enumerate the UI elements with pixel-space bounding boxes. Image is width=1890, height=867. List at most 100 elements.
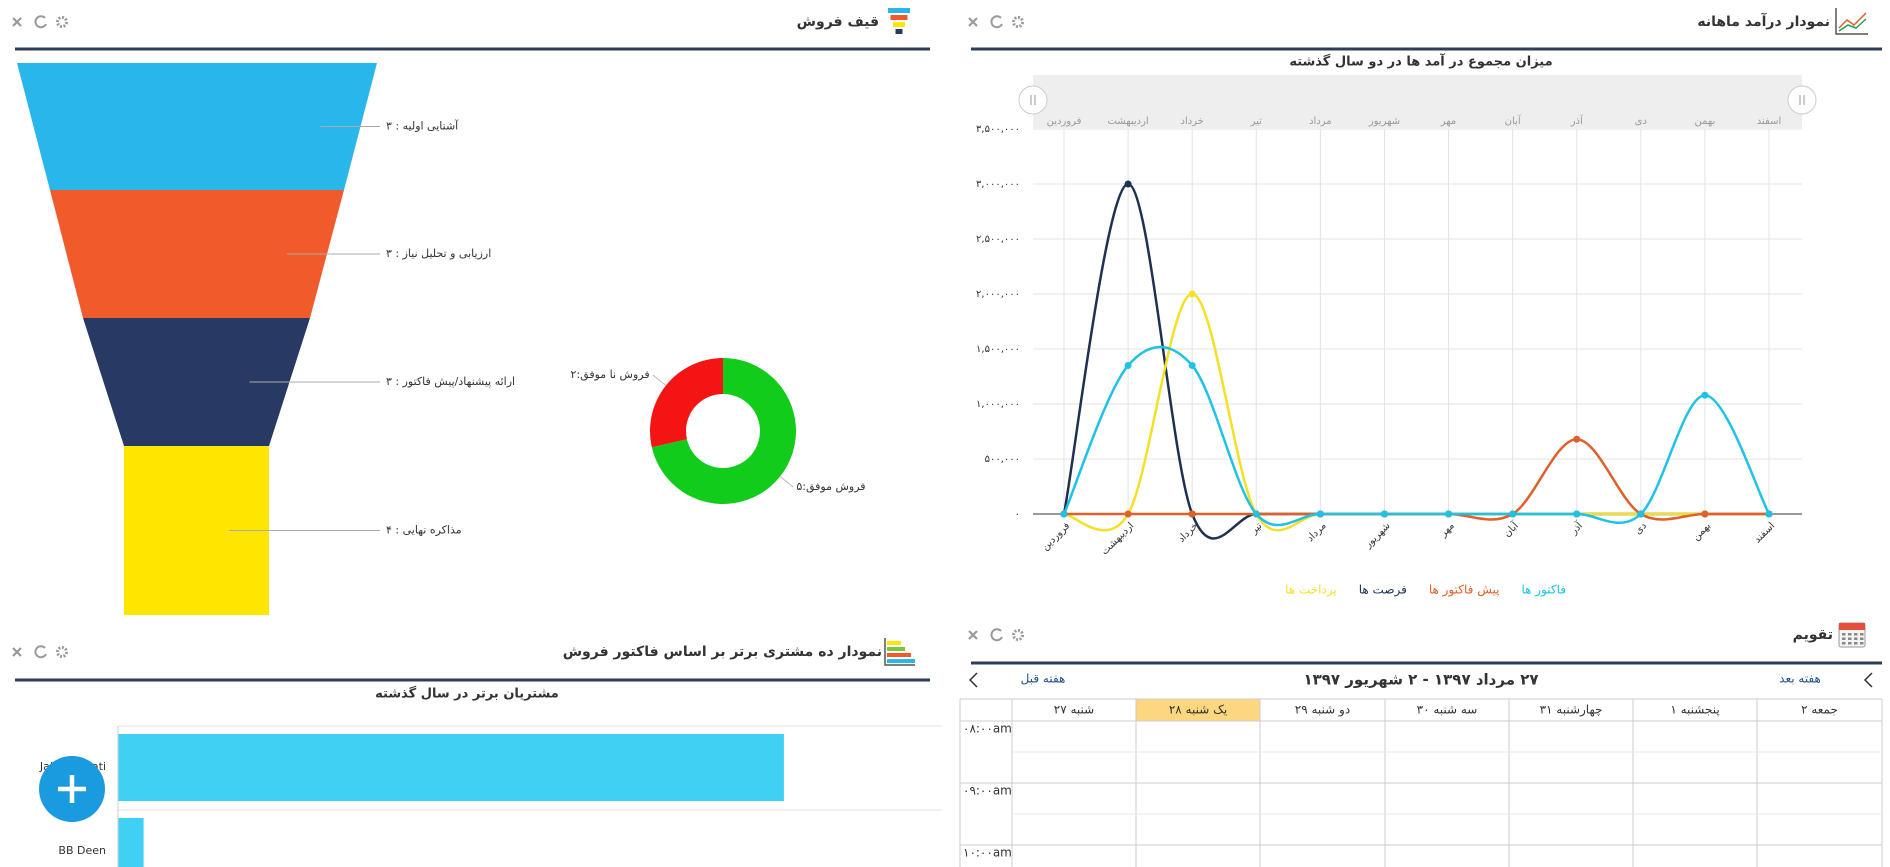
funnel-segment [17, 63, 377, 190]
series-line [1063, 437, 1769, 521]
settings-icon[interactable] [1012, 629, 1024, 641]
refresh-icon[interactable] [34, 645, 47, 659]
day-header: یک شنبه ۲۸ [1169, 703, 1227, 717]
refresh-icon[interactable] [990, 15, 1003, 29]
panel-title: نمودار ده مشتری برتر بر اساس فاکتور فروش [563, 644, 882, 660]
funnel-label: آشنایی اولیه : ۳ [386, 119, 459, 133]
y-tick-label: ۳,۰۰۰,۰۰۰ [976, 179, 1020, 190]
next-arrow[interactable] [1863, 672, 1873, 688]
add-button-icon [58, 775, 86, 803]
donut-leader [779, 476, 794, 488]
calendar-icon [1842, 637, 1846, 640]
donut-label: فروش نا موفق:۲ [571, 368, 650, 382]
day-header: جمعه ۲ [1801, 703, 1838, 717]
chart-title: میزان مجموع در آمد ها در دو سال گذشته [1289, 53, 1552, 70]
data-point[interactable] [1124, 510, 1132, 518]
series-line [1062, 345, 1771, 527]
series-line [1062, 182, 1769, 540]
funnel-icon [890, 15, 908, 20]
day-header: سه شنبه ۳۰ [1417, 703, 1478, 717]
refresh-icon[interactable] [34, 15, 47, 29]
data-point[interactable] [1509, 510, 1517, 518]
data-point[interactable] [1188, 290, 1196, 298]
data-point[interactable] [1188, 362, 1196, 369]
donut-label: فروش موفق:۵ [796, 480, 865, 494]
data-point[interactable] [1188, 510, 1196, 518]
data-point[interactable] [1573, 510, 1581, 518]
navigator-label: دی [1635, 116, 1647, 127]
next-week[interactable]: هفته بعد [1779, 672, 1821, 686]
navigator-label: مرداد [1309, 116, 1332, 127]
legend-item[interactable]: فرصت ها [1359, 583, 1407, 598]
panel-title: قیف فروش [797, 14, 879, 30]
navigator[interactable] [1033, 75, 1802, 128]
y-tick-label: ۳,۵۰۰,۰۰۰ [976, 124, 1020, 135]
funnel-icon [895, 29, 903, 34]
close-icon[interactable] [12, 647, 22, 657]
funnel-label: ارائه پیشنهاد/پیش فاکتور : ۳ [386, 375, 515, 388]
calendar-icon [1854, 637, 1858, 640]
data-point[interactable] [1124, 180, 1132, 188]
legend-item[interactable]: فاکتور ها [1521, 583, 1566, 598]
navigator-handle-grip [1030, 95, 1036, 105]
bar[interactable] [118, 818, 144, 867]
data-point[interactable] [1701, 391, 1709, 399]
data-point[interactable] [1252, 510, 1260, 518]
day-header: پنجشنبه ۱ [1670, 703, 1719, 717]
time-label: ۰۸:۰۰am [963, 722, 1012, 736]
y-tick-label: ۱,۰۰۰,۰۰۰ [976, 399, 1020, 410]
y-tick-label: ۵۰۰,۰۰۰ [985, 454, 1020, 465]
x-tick-label: مهر [1437, 520, 1456, 539]
data-point[interactable] [1060, 510, 1068, 518]
bar-chart-icon [887, 647, 905, 651]
close-icon[interactable] [968, 17, 978, 27]
x-tick-label: مرداد [1305, 520, 1329, 544]
settings-icon[interactable] [56, 646, 68, 658]
calendar-icon [1842, 633, 1846, 636]
settings-icon[interactable] [56, 16, 68, 28]
settings-icon[interactable] [1012, 16, 1024, 28]
data-point[interactable] [1573, 435, 1581, 443]
navigator-label: فروردین [1047, 116, 1082, 127]
day-header: دو شنبه ۲۹ [1295, 703, 1350, 718]
funnel-segment [83, 318, 310, 446]
line-chart-icon [1838, 18, 1867, 32]
data-point[interactable] [1380, 510, 1388, 518]
legend-item[interactable]: پرداخت ها [1285, 583, 1337, 598]
x-tick-label: آذر [1567, 518, 1586, 537]
today-header [1136, 699, 1260, 721]
navigator-label: اردیبهشت [1107, 116, 1148, 127]
calendar-icon [1848, 637, 1852, 640]
data-point[interactable] [1445, 510, 1453, 518]
data-point[interactable] [1124, 362, 1132, 369]
data-point[interactable] [1765, 510, 1773, 518]
navigator-label: آذر [1570, 114, 1584, 127]
data-point[interactable] [1701, 510, 1709, 518]
panel-title: تقویم [1793, 627, 1833, 643]
y-tick-label: ۱,۵۰۰,۰۰۰ [976, 344, 1020, 355]
close-icon[interactable] [12, 17, 22, 27]
calendar-icon [1848, 642, 1852, 645]
y-tick-label: ۲,۰۰۰,۰۰۰ [976, 289, 1020, 300]
close-icon[interactable] [968, 630, 978, 640]
day-header: چهارشنبه ۳۱ [1540, 703, 1603, 718]
prev-week[interactable]: هفته قبل [1021, 672, 1066, 686]
x-tick-label: بهمن [1691, 520, 1713, 542]
prev-arrow[interactable] [968, 672, 978, 688]
data-point[interactable] [1637, 510, 1645, 518]
bar-chart-icon [887, 659, 915, 663]
bar[interactable] [118, 734, 784, 801]
legend-item[interactable]: پیش فاکتور ها [1429, 583, 1500, 598]
data-point[interactable] [1316, 510, 1324, 518]
panel-title: نمودار درآمد ماهانه [1697, 12, 1830, 30]
navigator-handle[interactable] [1787, 85, 1817, 115]
y-tick-label: ۰ [1015, 509, 1020, 520]
chart-title: مشتریان برتر در سال گذشته [375, 686, 559, 702]
calendar-icon [1860, 642, 1864, 645]
funnel-segment [124, 446, 269, 615]
refresh-icon[interactable] [990, 628, 1003, 642]
bar-chart-icon [884, 638, 915, 666]
navigator-handle[interactable] [1018, 85, 1048, 115]
calendar-icon [1860, 637, 1864, 640]
